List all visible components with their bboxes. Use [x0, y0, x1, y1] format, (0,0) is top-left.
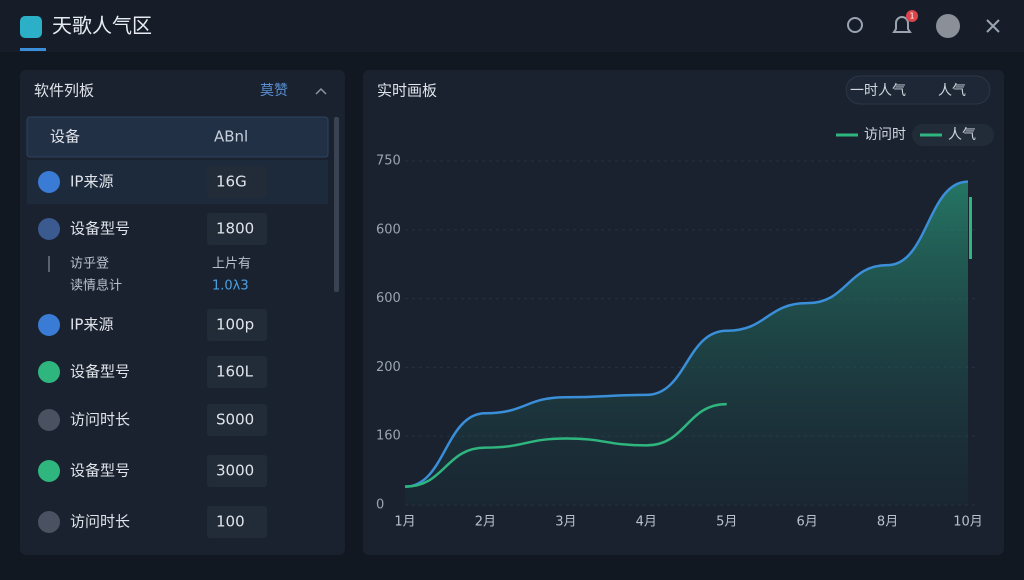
row-value: 100p: [216, 316, 254, 334]
x-tick-label: 2月: [475, 515, 496, 530]
row-label: 访乎登: [70, 257, 109, 272]
row-value: 3000: [216, 462, 254, 480]
row-value: 16G: [216, 173, 247, 191]
y-tick-label: 160: [376, 429, 401, 444]
value-box: [207, 404, 267, 436]
x-tick-label: 3月: [555, 515, 576, 530]
tab-indicator: [20, 48, 46, 51]
table-header: [26, 116, 329, 158]
range-marker: [969, 197, 972, 259]
row-label: 读情息计: [70, 278, 122, 294]
row-label: 设备型号: [70, 220, 130, 238]
badge: [906, 10, 918, 22]
header-bar: [0, 0, 1024, 52]
header-cell: 设备: [50, 128, 80, 146]
divider: [48, 256, 50, 272]
legend-label: 人气: [948, 127, 976, 143]
app-title: 天歌人气区: [52, 14, 152, 38]
row-value: 上片有: [212, 257, 251, 272]
row-icon: [38, 314, 60, 336]
row-label: IP来源: [70, 316, 113, 334]
value-box: [207, 309, 267, 341]
panel-title: 软件列板: [34, 82, 94, 100]
x-tick-label: 6月: [797, 515, 818, 530]
y-tick-label: 0: [376, 498, 384, 513]
y-tick-label: 200: [376, 360, 401, 375]
value-box: [207, 455, 267, 487]
x-tick-label: 8月: [877, 515, 898, 530]
row-label: 设备型号: [70, 462, 130, 480]
line: [404, 402, 727, 488]
legend-label: 访问时: [864, 127, 906, 143]
panel-action[interactable]: 莫赞: [260, 83, 288, 99]
y-tick-label: 750: [376, 154, 401, 169]
row-value: 1.0λ3: [212, 279, 249, 294]
avatar[interactable]: [936, 14, 960, 38]
row-icon: [38, 361, 60, 383]
row-label: 访问时长: [70, 411, 130, 429]
row-value: 100: [216, 513, 245, 531]
x-tick-label: 5月: [716, 515, 737, 530]
row-icon: [38, 171, 60, 193]
bell-icon[interactable]: [892, 16, 912, 33]
row-value: S000: [216, 411, 254, 429]
row-icon: [38, 218, 60, 240]
y-tick-label: 600: [376, 291, 401, 306]
y-tick-label: 600: [376, 222, 401, 237]
collapse-icon[interactable]: [315, 87, 327, 95]
scrollbar: [334, 117, 339, 292]
row-label: 设备型号: [70, 363, 130, 381]
search-icon[interactable]: [847, 17, 863, 33]
value-box: [207, 356, 267, 388]
row-icon: [38, 409, 60, 431]
value-box: [207, 506, 267, 538]
close-icon[interactable]: [986, 19, 1000, 33]
x-tick-label: 1月: [394, 515, 415, 530]
toggle-option[interactable]: 人气: [938, 83, 966, 99]
x-tick-label: 10月: [953, 515, 983, 530]
toggle[interactable]: [845, 75, 991, 105]
x-tick-label: 4月: [636, 515, 657, 530]
badge-count: 1: [909, 12, 914, 21]
panel-title: 实时画板: [377, 82, 437, 100]
row-icon: [38, 511, 60, 533]
row-value: 1800: [216, 220, 254, 238]
row-value: 160L: [216, 363, 254, 381]
logo: [20, 16, 42, 38]
toggle-option[interactable]: 一时人气: [850, 83, 906, 99]
line: [404, 180, 969, 488]
value-box: [207, 213, 267, 245]
header-cell: ABnl: [214, 128, 248, 146]
row-label: IP来源: [70, 173, 113, 191]
row-icon: [38, 460, 60, 482]
row-highlight: [27, 160, 328, 204]
legend-pill: [912, 124, 994, 146]
area: [405, 181, 968, 505]
value-box: [207, 166, 267, 198]
row-label: 访问时长: [70, 513, 130, 531]
